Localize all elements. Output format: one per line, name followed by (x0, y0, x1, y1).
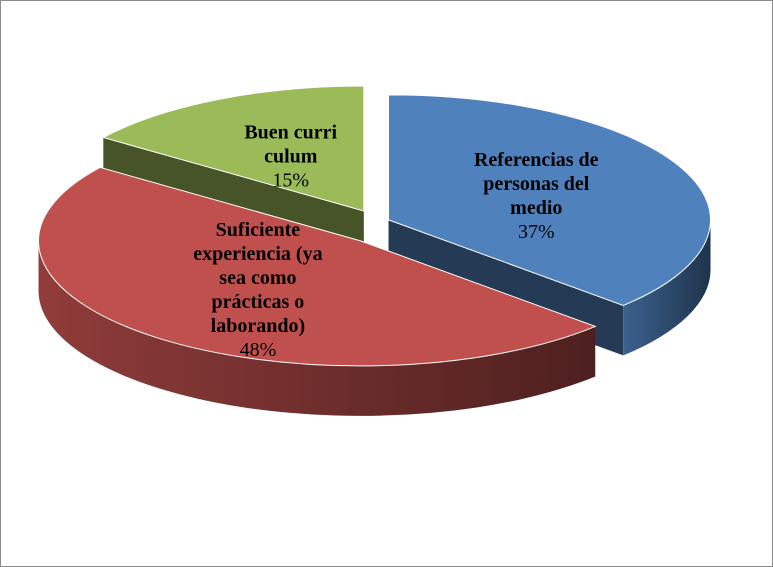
value-label: 48% (240, 339, 277, 361)
label-line: personas del (483, 173, 590, 195)
slice (388, 94, 711, 306)
category-label: Buen curri culum (244, 121, 337, 167)
label-line: Buen curri (244, 121, 337, 143)
label-line: prácticas o (212, 291, 305, 313)
value-label: 15% (272, 169, 309, 191)
value-label: 37% (518, 221, 555, 243)
label-line: Referencias de (474, 149, 599, 171)
slice-wall (623, 219, 711, 356)
slice (38, 166, 597, 367)
label-line: sea como (219, 267, 296, 289)
label-line: Suficiente (216, 219, 301, 241)
label-line: laborando) (211, 315, 305, 337)
slice-wall (38, 240, 596, 416)
category-label: Suficiente experiencia (ya sea como práctic… (193, 219, 322, 337)
label-line: culum (264, 145, 318, 167)
label-line: medio (510, 197, 562, 219)
category-label: Referencias de personas del medio (474, 149, 599, 219)
pie-tops (38, 85, 711, 367)
label-line: experiencia (ya (193, 243, 322, 265)
slice (101, 85, 365, 212)
